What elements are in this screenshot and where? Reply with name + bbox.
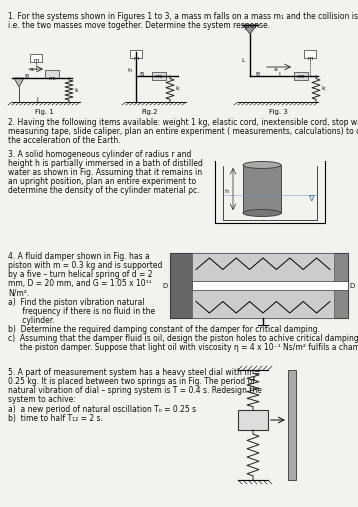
Bar <box>192 253 334 318</box>
Text: m₁: m₁ <box>297 74 305 79</box>
Bar <box>334 253 348 318</box>
Text: D: D <box>349 282 354 288</box>
Text: the piston damper. Suppose that light oil with viscosity η = 4 x 10⁻¹ Ns/m² fulf: the piston damper. Suppose that light oi… <box>8 343 358 352</box>
Text: B: B <box>24 74 28 79</box>
Text: 2. Having the following items available: weight 1 kg, elastic cord, inextensible: 2. Having the following items available:… <box>8 118 358 127</box>
Text: 1. For the systems shown in Figures 1 to 3, a mass m falls on a mass m₁ and the : 1. For the systems shown in Figures 1 to… <box>8 12 358 21</box>
Text: system to achive:: system to achive: <box>8 395 76 404</box>
Text: m: m <box>33 58 39 63</box>
Bar <box>45 70 59 78</box>
Text: piston with m = 0.3 kg and is supported: piston with m = 0.3 kg and is supported <box>8 261 163 270</box>
Text: frequency if there is no fluid in the: frequency if there is no fluid in the <box>8 307 155 316</box>
Text: B: B <box>139 72 143 77</box>
Text: m₁: m₁ <box>155 74 163 79</box>
Bar <box>170 253 348 318</box>
Bar <box>192 281 348 290</box>
Ellipse shape <box>243 162 281 168</box>
Ellipse shape <box>243 209 281 216</box>
Text: cylinder.: cylinder. <box>8 316 55 325</box>
Bar <box>294 72 308 80</box>
Bar <box>288 370 296 480</box>
Text: natural vibration of dial – spring system is T = 0.4 s. Redesign the: natural vibration of dial – spring syste… <box>8 386 262 395</box>
Text: 3. A solid homogeneous cylinder of radius r and: 3. A solid homogeneous cylinder of radiu… <box>8 150 192 159</box>
Text: b)  Determine the required damping constant of the damper for critical damping.: b) Determine the required damping consta… <box>8 325 320 334</box>
Text: 5. A part of measurement system has a heavy steel dial with m =: 5. A part of measurement system has a he… <box>8 368 260 377</box>
Text: a: a <box>30 67 34 72</box>
Text: b)  time to half T₁₂ = 2 s.: b) time to half T₁₂ = 2 s. <box>8 414 103 423</box>
Text: J: J <box>36 97 38 102</box>
Text: N/m².: N/m². <box>8 288 29 297</box>
Text: B: B <box>255 72 259 77</box>
Text: L: L <box>241 58 245 63</box>
Text: l: l <box>278 72 280 77</box>
Text: measuring tape, slide caliper, plan an entire experiment ( measurements, calcula: measuring tape, slide caliper, plan an e… <box>8 127 358 136</box>
Text: k: k <box>74 88 78 93</box>
Text: ∇: ∇ <box>308 194 314 203</box>
Bar <box>304 50 316 58</box>
Text: 4. A fluid damper shown in Fig. has a: 4. A fluid damper shown in Fig. has a <box>8 252 150 261</box>
Text: D: D <box>162 282 167 288</box>
Bar <box>170 253 192 318</box>
Text: a)  Find the piston vibration natural: a) Find the piston vibration natural <box>8 298 145 307</box>
Text: m: m <box>307 56 313 61</box>
Text: height h is partially immersed in a bath of distilled: height h is partially immersed in a bath… <box>8 159 203 168</box>
Text: Fig.2: Fig.2 <box>142 109 158 115</box>
Bar <box>30 54 42 62</box>
Text: k: k <box>175 86 179 91</box>
Text: k: k <box>321 86 325 91</box>
Bar <box>238 410 268 430</box>
Text: a: a <box>274 67 278 72</box>
Text: water as shown in Fig. Assuming that it remains in: water as shown in Fig. Assuming that it … <box>8 168 202 177</box>
Text: h: h <box>224 189 228 194</box>
Text: an upright position, plan an entire experiment to: an upright position, plan an entire expe… <box>8 177 196 186</box>
Text: Fig. 3: Fig. 3 <box>268 109 287 115</box>
Bar <box>152 72 166 80</box>
Text: by a five – turn helical spring of d = 2: by a five – turn helical spring of d = 2 <box>8 270 153 279</box>
Text: i.e. the two masses move together. Determine the system response.: i.e. the two masses move together. Deter… <box>8 21 270 30</box>
Text: mm, D = 20 mm, and G = 1.05 x 10¹¹: mm, D = 20 mm, and G = 1.05 x 10¹¹ <box>8 279 152 288</box>
Text: determine the density of the cylinder material ρᴄ.: determine the density of the cylinder ma… <box>8 186 199 195</box>
Text: h: h <box>127 68 131 73</box>
Text: m₁: m₁ <box>48 76 56 81</box>
Bar <box>243 165 281 213</box>
Polygon shape <box>243 25 257 34</box>
Text: a)  a new period of natural oscillation Tₙ = 0.25 s: a) a new period of natural oscillation T… <box>8 405 196 414</box>
Text: Fig. 1: Fig. 1 <box>35 109 53 115</box>
Text: 0.25 kg. It is placed between two springs as in Fig. The period of: 0.25 kg. It is placed between two spring… <box>8 377 255 386</box>
Text: m: m <box>133 56 139 61</box>
Text: c)  Assuming that the damper fluid is oil, design the piston holes to achive cri: c) Assuming that the damper fluid is oil… <box>8 334 358 343</box>
Polygon shape <box>14 78 24 87</box>
Text: the acceleration of the Earth.: the acceleration of the Earth. <box>8 136 121 145</box>
Bar <box>130 50 142 58</box>
